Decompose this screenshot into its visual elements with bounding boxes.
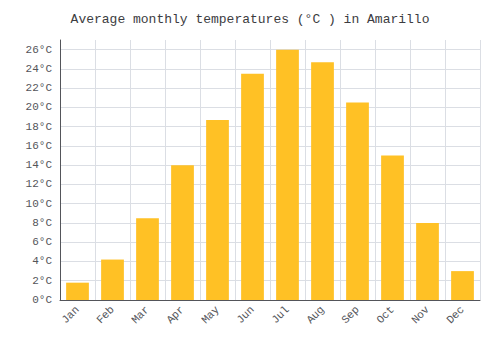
svg-text:Dec: Dec: [444, 304, 466, 326]
svg-text:Oct: Oct: [374, 304, 396, 326]
svg-text:22°C: 22°C: [26, 82, 53, 94]
svg-text:Average monthly temperatures (: Average monthly temperatures (°C ) in Am…: [71, 12, 430, 27]
svg-text:Jun: Jun: [234, 304, 256, 326]
svg-text:10°C: 10°C: [26, 198, 53, 210]
svg-text:Nov: Nov: [409, 303, 432, 326]
svg-text:16°C: 16°C: [26, 140, 53, 152]
svg-text:12°C: 12°C: [26, 178, 53, 190]
svg-text:Aug: Aug: [304, 304, 326, 326]
svg-text:8°C: 8°C: [32, 217, 52, 229]
svg-text:Feb: Feb: [94, 304, 116, 326]
svg-text:14°C: 14°C: [26, 159, 53, 171]
svg-text:18°C: 18°C: [26, 121, 53, 133]
svg-text:Mar: Mar: [129, 304, 151, 326]
svg-text:20°C: 20°C: [26, 101, 53, 113]
svg-text:May: May: [199, 303, 222, 326]
svg-text:26°C: 26°C: [26, 44, 53, 56]
svg-text:4°C: 4°C: [32, 255, 52, 267]
svg-text:0°C: 0°C: [32, 294, 52, 306]
svg-text:6°C: 6°C: [32, 236, 52, 248]
svg-text:Sep: Sep: [339, 304, 361, 326]
svg-text:Jan: Jan: [59, 304, 81, 326]
svg-text:Apr: Apr: [164, 304, 186, 326]
svg-text:2°C: 2°C: [32, 275, 52, 287]
svg-text:Jul: Jul: [269, 304, 291, 326]
svg-text:24°C: 24°C: [26, 63, 53, 75]
